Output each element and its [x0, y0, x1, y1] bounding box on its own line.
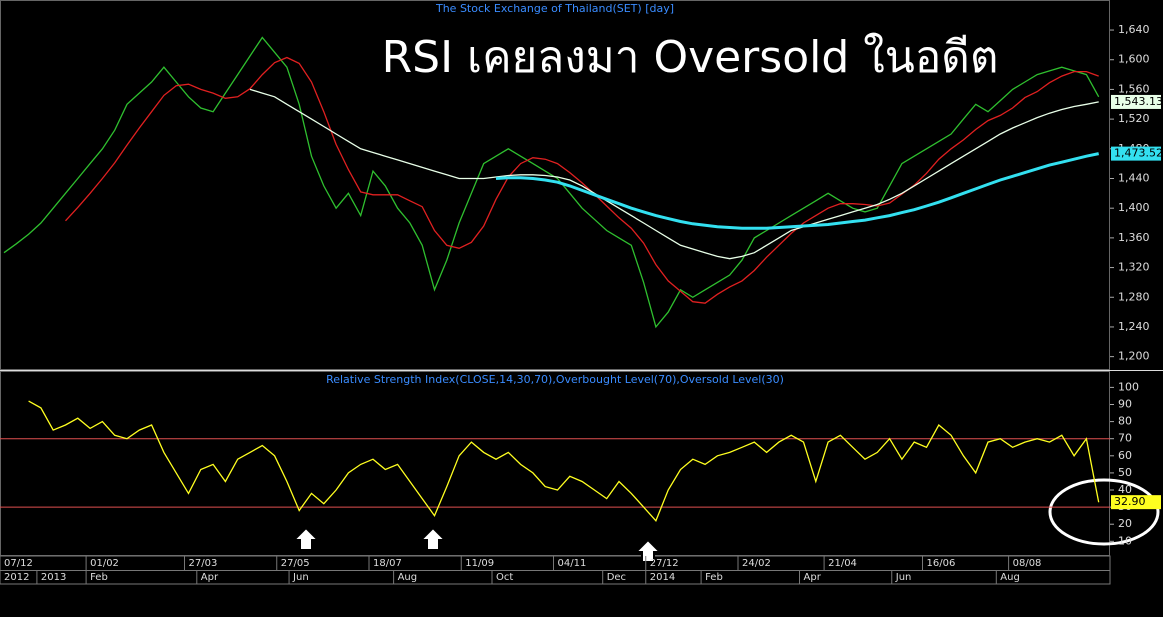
x-tick-label: 2013 [41, 572, 66, 583]
highlight-ellipse [1048, 478, 1160, 546]
series-line [28, 400, 1100, 523]
x-tick-label: 16/06 [927, 558, 956, 569]
y-tick-label: 1,320 [1118, 261, 1150, 274]
x-tick-label: Jun [292, 572, 309, 583]
y-tick-label: 1,280 [1118, 290, 1150, 303]
y-tick-label: 20 [1118, 517, 1132, 530]
x-tick-label: 07/12 [4, 558, 33, 569]
y-tick-label: 50 [1118, 466, 1132, 479]
y-tick-label: 1,560 [1118, 82, 1150, 95]
chart-title: The Stock Exchange of Thailand(SET) [day… [435, 2, 674, 15]
x-tick-label: 21/04 [828, 558, 857, 569]
y-tick-label: 1,400 [1118, 201, 1150, 214]
value-label: 32.90 [1114, 495, 1146, 508]
y-tick-label: 1,240 [1118, 320, 1150, 333]
rsi-title: Relative Strength Index(CLOSE,14,30,70),… [326, 373, 784, 386]
y-tick-label: 100 [1118, 380, 1139, 393]
value-label: 1,543.13 [1114, 95, 1163, 108]
x-tick-label: Feb [705, 572, 723, 583]
arrows [291, 526, 663, 563]
value-label-box [1111, 146, 1161, 161]
plot-layer: 1,2001,2401,2801,3201,3601,4001,4401,480… [0, 23, 1163, 584]
arrow [291, 526, 321, 551]
series-line [495, 152, 1100, 230]
annotation: RSI เคยลงมา Oversold ในอดีต [382, 32, 999, 83]
y-tick-label: 60 [1118, 449, 1132, 462]
y-tick-label: 90 [1118, 397, 1132, 410]
x-tick-label: Oct [496, 572, 513, 583]
x-tick-label: 18/07 [373, 558, 402, 569]
x-tick-label: 08/08 [1013, 558, 1042, 569]
value-label: 1,473.52 [1114, 147, 1163, 160]
x-tick-label: 27/12 [650, 558, 679, 569]
x-tick-label: 27/03 [189, 558, 218, 569]
series-line [65, 56, 1099, 304]
y-tick-label: 70 [1118, 432, 1132, 445]
y-tick-label: 1,640 [1118, 23, 1150, 36]
y-tick-label: 80 [1118, 415, 1132, 428]
series-line [249, 88, 1099, 260]
y-tick-label: 40 [1118, 483, 1132, 496]
x-tick-label: Apr [201, 572, 219, 583]
value-label-box [1111, 94, 1161, 109]
x-tick-label: 27/05 [281, 558, 310, 569]
y-tick-label: 1,600 [1118, 53, 1150, 66]
y-tick-label: 1,200 [1118, 350, 1150, 363]
x-tick-label: Aug [1000, 572, 1020, 583]
arrow [418, 526, 448, 551]
x-tick-label: Feb [90, 572, 108, 583]
y-tick-label: 10 [1118, 534, 1132, 547]
x-tick-label: 01/02 [90, 558, 119, 569]
x-tick-label: Jun [895, 572, 912, 583]
y-tick-label: 1,360 [1118, 231, 1150, 244]
price-panel [0, 0, 1110, 370]
x-tick-label: 2012 [4, 572, 29, 583]
series-line [3, 36, 1100, 329]
x-tick-label: 2014 [650, 572, 675, 583]
value-label-box [1111, 495, 1161, 510]
x-tick-label: Dec [607, 572, 626, 583]
x-tick-label: 04/11 [558, 558, 587, 569]
arrow [633, 538, 663, 563]
x-tick-label: Aug [398, 572, 418, 583]
x-tick-label: 11/09 [465, 558, 494, 569]
y-tick-label: 1,440 [1118, 171, 1150, 184]
x-tick-label: Apr [804, 572, 822, 583]
y-tick-label: 1,520 [1118, 112, 1150, 125]
x-tick-label: 24/02 [742, 558, 771, 569]
